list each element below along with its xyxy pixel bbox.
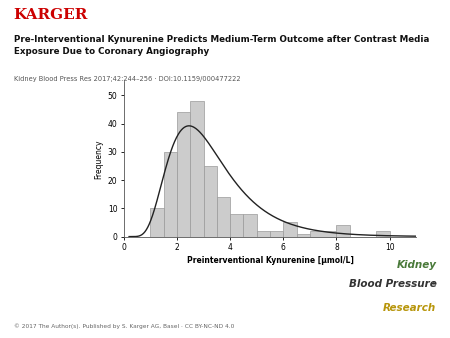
Text: Blood Pressure: Blood Pressure [349, 279, 436, 289]
Bar [150, 208, 164, 237]
Text: Kidney: Kidney [396, 260, 436, 270]
Text: KARGER: KARGER [14, 8, 88, 22]
Text: Research: Research [383, 303, 436, 313]
Bar [297, 234, 310, 237]
Bar [270, 231, 284, 237]
Bar [284, 222, 297, 237]
X-axis label: Preinterventional Kynurenine [µmol/L]: Preinterventional Kynurenine [µmol/L] [187, 256, 353, 265]
Bar [230, 214, 243, 237]
Bar [203, 166, 217, 237]
Text: Pre-Interventional Kynurenine Predicts Medium-Term Outcome after Contrast Media
: Pre-Interventional Kynurenine Predicts M… [14, 35, 429, 56]
Bar [177, 112, 190, 237]
Bar [164, 152, 177, 237]
Bar [190, 101, 203, 237]
Y-axis label: Frequency: Frequency [94, 139, 104, 178]
Bar [310, 231, 337, 237]
Text: Kidney Blood Press Res 2017;42:244–256 · DOI:10.1159/000477222: Kidney Blood Press Res 2017;42:244–256 ·… [14, 76, 240, 82]
Text: © 2017 The Author(s). Published by S. Karger AG, Basel · CC BY-NC-ND 4.0: © 2017 The Author(s). Published by S. Ka… [14, 323, 234, 329]
Bar [217, 197, 230, 237]
Bar [337, 225, 350, 237]
Text: &: & [432, 281, 436, 286]
Bar [376, 231, 390, 237]
Bar [243, 214, 256, 237]
Bar [256, 231, 270, 237]
